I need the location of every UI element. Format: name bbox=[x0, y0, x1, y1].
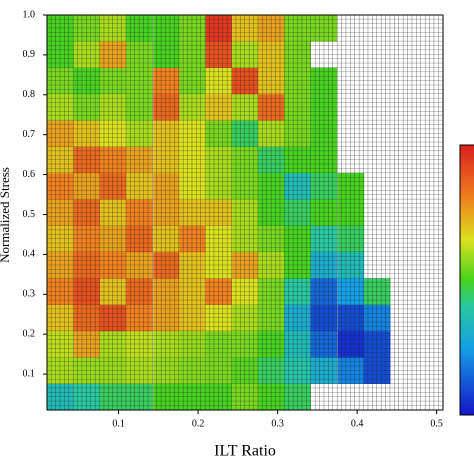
y-tick-label: 0.6 bbox=[23, 169, 36, 180]
y-tick-label: 0.2 bbox=[23, 328, 36, 339]
x-tick-label: 0.1 bbox=[112, 418, 125, 429]
y-tick-label: 0.1 bbox=[23, 368, 36, 379]
x-axis-label: ILT Ratio bbox=[214, 443, 276, 460]
y-tick-label: 0.4 bbox=[23, 249, 36, 260]
cell-grid bbox=[47, 15, 443, 410]
y-tick-label: 0.5 bbox=[23, 209, 36, 220]
x-tick-label: 0.3 bbox=[271, 418, 284, 429]
y-tick-label: 0.7 bbox=[23, 129, 36, 140]
y-axis-label: Normalized Stress bbox=[0, 167, 12, 263]
y-tick-label: 0.8 bbox=[23, 89, 36, 100]
colorbar bbox=[459, 144, 474, 416]
plot-frame bbox=[46, 14, 444, 411]
y-tick-label: 0.9 bbox=[23, 49, 36, 60]
x-tick-label: 0.5 bbox=[430, 418, 443, 429]
y-tick-label: 0.3 bbox=[23, 289, 36, 300]
y-tick-label: 1.0 bbox=[23, 9, 36, 20]
x-tick-label: 0.4 bbox=[351, 418, 364, 429]
x-tick-label: 0.2 bbox=[192, 418, 205, 429]
